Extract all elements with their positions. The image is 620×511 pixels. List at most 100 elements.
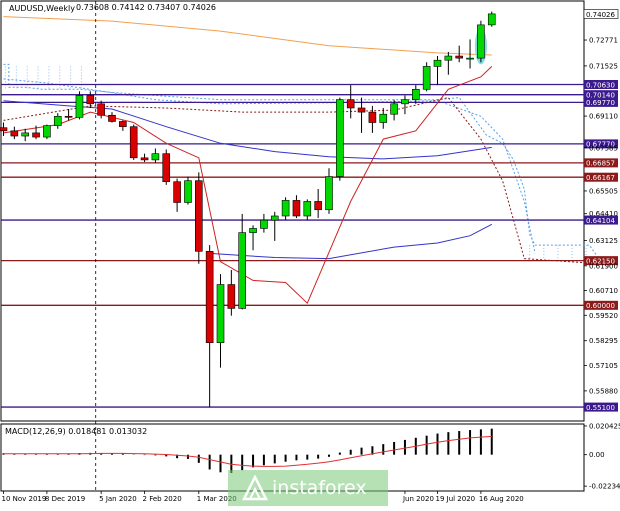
- candle-body-bear: [64, 115, 73, 118]
- y-tick-label: 0.61900: [589, 262, 618, 270]
- level-price-label: 0.64104: [586, 217, 615, 225]
- candle-body-bull: [477, 24, 485, 59]
- candle[interactable]: [86, 91, 95, 108]
- candle[interactable]: [368, 105, 377, 133]
- candle[interactable]: [32, 125, 40, 140]
- candle-body-bear: [195, 180, 203, 252]
- candle[interactable]: [108, 112, 116, 123]
- macd-y-tick-label: -0.022348: [589, 483, 620, 491]
- candle-body-bull: [53, 115, 62, 126]
- level-price-tag: [584, 80, 618, 90]
- candle-body-bear: [129, 126, 138, 159]
- candle[interactable]: [325, 168, 333, 214]
- x-tick-label: Jun 2020: [402, 495, 434, 503]
- candle[interactable]: [336, 97, 344, 181]
- candle[interactable]: [455, 45, 464, 63]
- y-tick-label: 0.59520: [589, 312, 618, 320]
- candle[interactable]: [227, 269, 236, 316]
- candle-body-bull: [444, 55, 453, 61]
- y-tick-label: 0.64410: [589, 210, 618, 218]
- candle[interactable]: [314, 188, 322, 219]
- candle[interactable]: [151, 148, 160, 164]
- candle[interactable]: [303, 199, 312, 221]
- candle[interactable]: [346, 85, 355, 119]
- candle[interactable]: [444, 51, 453, 75]
- macd-y-tick-label: 0.020425: [589, 422, 620, 430]
- candle[interactable]: [270, 211, 279, 241]
- candle[interactable]: [64, 109, 73, 121]
- candle-body-bull: [411, 88, 420, 100]
- candle[interactable]: [249, 225, 257, 251]
- level-price-tag: [584, 402, 618, 412]
- candle-body-bear: [0, 127, 8, 132]
- candle[interactable]: [466, 39, 474, 69]
- candle[interactable]: [238, 213, 246, 310]
- y-tick-label: 0.55880: [589, 387, 618, 395]
- candle[interactable]: [21, 128, 30, 142]
- candle-body-bull: [303, 201, 312, 217]
- candle[interactable]: [119, 120, 127, 131]
- macd-signal-line: [3, 435, 492, 467]
- candle-body-bull: [487, 13, 496, 26]
- candle[interactable]: [433, 56, 442, 86]
- level-price-tag: [584, 97, 618, 107]
- level-price-label: 0.70140: [586, 91, 615, 99]
- candle[interactable]: [10, 126, 19, 140]
- candle-body-bear: [346, 99, 355, 109]
- candle[interactable]: [205, 245, 214, 408]
- moving-average-line-0: [3, 16, 492, 56]
- candle[interactable]: [281, 197, 290, 221]
- level-price-tag: [584, 256, 618, 266]
- candle-body-bull: [336, 99, 344, 177]
- level-price-tag: [584, 215, 618, 225]
- candle[interactable]: [162, 149, 171, 185]
- ichimoku-cloud-edge-1: [3, 78, 536, 254]
- candle[interactable]: [140, 153, 149, 162]
- candle[interactable]: [173, 178, 181, 212]
- level-price-tag: [584, 139, 618, 149]
- ohlc-low: 0.73407: [147, 3, 181, 12]
- candle[interactable]: [379, 107, 388, 129]
- candle[interactable]: [422, 62, 431, 92]
- candle[interactable]: [43, 124, 51, 140]
- level-price-label: 0.66167: [586, 174, 615, 182]
- candle[interactable]: [477, 20, 485, 63]
- candle[interactable]: [195, 172, 203, 264]
- candle[interactable]: [216, 274, 225, 368]
- ohlc-open: 0.73608: [76, 3, 110, 12]
- candle-body-bear: [10, 130, 19, 137]
- candle-body-bull: [390, 103, 398, 115]
- macd-y-tick-label: 0.00: [589, 451, 605, 459]
- level-price-label: 0.55100: [586, 404, 615, 412]
- candle[interactable]: [487, 11, 496, 27]
- candle[interactable]: [184, 176, 192, 205]
- candle-body-bear: [119, 121, 127, 127]
- candle-body-bear: [227, 284, 236, 309]
- ohlc-readout: 0.73608 0.74142 0.73407 0.74026: [76, 3, 216, 12]
- candle[interactable]: [75, 91, 84, 120]
- level-price-tag: [584, 90, 618, 100]
- candle[interactable]: [357, 97, 366, 133]
- y-tick-label: 0.72771: [589, 37, 618, 45]
- candle-body-bull: [270, 215, 279, 221]
- current-price-label: 0.74026: [586, 11, 615, 19]
- candle[interactable]: [129, 124, 138, 160]
- candle[interactable]: [411, 85, 420, 104]
- candle-body-bear: [108, 114, 116, 122]
- level-price-label: 0.69770: [586, 99, 615, 107]
- candle-body-bull: [216, 284, 225, 343]
- ohlc-high: 0.74142: [111, 3, 145, 12]
- y-tick-label: 0.63125: [589, 237, 618, 245]
- candle[interactable]: [401, 95, 409, 115]
- moving-average-line-2: [209, 223, 493, 260]
- candle[interactable]: [97, 100, 105, 119]
- candle[interactable]: [53, 113, 62, 129]
- y-tick-label: 0.57105: [589, 362, 618, 370]
- candle[interactable]: [0, 122, 8, 137]
- candle[interactable]: [390, 99, 398, 121]
- candle[interactable]: [292, 195, 301, 219]
- chart-title: AUDUSD,Weekly: [9, 4, 75, 13]
- candle[interactable]: [260, 213, 268, 233]
